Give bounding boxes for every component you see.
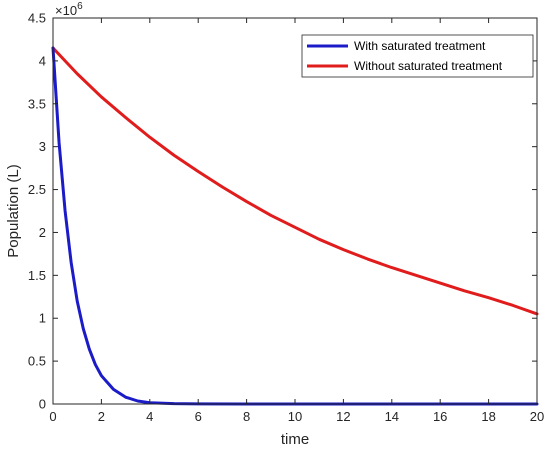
y-tick-label: 3.5 <box>28 96 46 111</box>
y-multiplier-base: ×10 <box>55 3 77 18</box>
x-tick-label: 6 <box>195 409 202 424</box>
y-tick-label: 2 <box>39 225 46 240</box>
y-tick-label: 1 <box>39 311 46 326</box>
x-tick-label: 12 <box>336 409 350 424</box>
y-multiplier-exponent: 6 <box>77 1 83 12</box>
x-tick-label: 4 <box>146 409 153 424</box>
legend-box <box>301 34 534 78</box>
y-tick-label: 3 <box>39 139 46 154</box>
x-axis-label: time <box>281 431 309 448</box>
x-tick-label: 2 <box>98 409 105 424</box>
series-line-1 <box>51 46 539 316</box>
y-tick-label: 2.5 <box>28 182 46 197</box>
x-tick-label: 16 <box>433 409 447 424</box>
y-tick-label: 0 <box>39 397 46 412</box>
x-tick-label: 0 <box>49 409 56 424</box>
legend-label-with-treatment: With saturated treatment <box>354 39 486 53</box>
series-layer <box>51 46 539 406</box>
legend-label-without-treatment: Without saturated treatment <box>354 59 503 73</box>
x-tick-label: 10 <box>288 409 302 424</box>
y-axis-multiplier: ×106 <box>55 1 83 18</box>
y-tick-label: 0.5 <box>28 354 46 369</box>
legend: With saturated treatment Without saturat… <box>301 34 534 78</box>
x-tick-label: 18 <box>481 409 495 424</box>
x-tick-label: 8 <box>243 409 250 424</box>
y-tick-label: 4.5 <box>28 11 46 26</box>
ticks-layer: 0 2 4 6 8 10 12 14 16 18 20 0 0.5 1 1.5 2 2.5 3 3.5 4 4.5 <box>28 11 544 425</box>
y-tick-label: 4 <box>39 53 46 68</box>
y-tick-label: 1.5 <box>28 268 46 283</box>
x-tick-label: 14 <box>385 409 399 424</box>
y-axis-label: Population (L) <box>5 164 22 257</box>
x-tick-label: 20 <box>530 409 544 424</box>
